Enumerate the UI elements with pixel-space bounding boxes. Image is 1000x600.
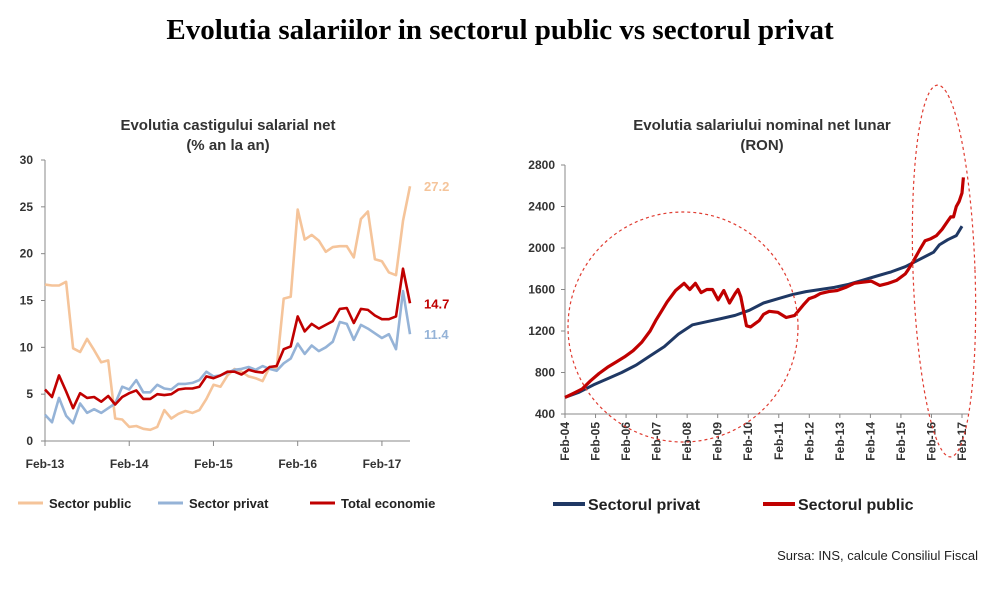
- legend-label: Sectorul privat: [588, 497, 701, 514]
- y-tick-label: 30: [20, 153, 34, 167]
- x-tick-label: Feb-14: [110, 457, 149, 471]
- right-chart: Evolutia salariului nominal net lunar (RO…: [528, 84, 977, 514]
- x-tick-label: Feb-09: [711, 422, 725, 461]
- y-tick-label: 20: [20, 247, 34, 261]
- y-tick-label: 800: [535, 366, 555, 380]
- legend-label: Sector privat: [189, 496, 269, 511]
- y-tick-label: 5: [26, 387, 33, 401]
- y-tick-label: 400: [535, 407, 555, 421]
- y-tick-label: 25: [20, 200, 34, 214]
- series-line-sector-public: [44, 185, 412, 432]
- y-tick-label: 2800: [528, 158, 555, 172]
- x-tick-label: Feb-17: [955, 422, 969, 461]
- highlight-circle: [567, 211, 799, 443]
- x-tick-label: Feb-07: [650, 422, 664, 461]
- legend-label: Sector public: [49, 496, 131, 511]
- chart-title: Evolutia salariului nominal net lunar: [633, 117, 891, 134]
- page-title: Evolutia salariilor in sectorul public v…: [166, 14, 834, 46]
- y-tick-label: 2400: [528, 200, 555, 214]
- legend-label: Sectorul public: [798, 497, 914, 514]
- x-tick-label: Feb-12: [802, 422, 816, 461]
- x-tick-label: Feb-06: [619, 422, 633, 461]
- end-label: 11.4: [424, 327, 449, 342]
- x-tick-label: Feb-13: [26, 457, 65, 471]
- x-tick-label: Feb-13: [833, 422, 847, 461]
- end-label: 14.7: [424, 296, 449, 311]
- series-line-sector-privat: [44, 289, 412, 425]
- x-tick-label: Feb-14: [863, 422, 877, 461]
- y-tick-label: 2000: [528, 241, 555, 255]
- chart-subtitle: (% an la an): [186, 137, 269, 154]
- chart-subtitle: (RON): [740, 137, 783, 154]
- left-chart: Evolutia castigului salarial net (% an la…: [18, 117, 449, 511]
- source-note: Sursa: INS, calcule Consiliul Fiscal: [777, 548, 978, 563]
- series-line-sectorul-privat: [564, 225, 964, 399]
- y-tick-label: 0: [26, 434, 33, 448]
- x-tick-label: Feb-15: [894, 422, 908, 461]
- y-tick-label: 1200: [528, 324, 555, 338]
- x-tick-label: Feb-16: [278, 457, 317, 471]
- x-tick-label: Feb-11: [772, 422, 786, 460]
- end-label: 27.2: [424, 179, 449, 194]
- chart-title: Evolutia castigului salarial net: [120, 117, 335, 134]
- y-tick-label: 10: [20, 340, 34, 354]
- x-tick-label: Feb-08: [680, 422, 694, 461]
- x-tick-label: Feb-04: [558, 422, 572, 461]
- x-tick-label: Feb-16: [925, 422, 939, 461]
- x-tick-label: Feb-05: [589, 422, 603, 461]
- y-tick-label: 15: [20, 294, 34, 308]
- y-tick-label: 1600: [528, 283, 555, 297]
- x-tick-label: Feb-17: [363, 457, 402, 471]
- series-line-total-economie: [44, 267, 412, 410]
- series-line-sectorul-public: [564, 177, 965, 399]
- legend-label: Total economie: [341, 496, 435, 511]
- x-tick-label: Feb-10: [741, 422, 755, 461]
- x-tick-label: Feb-15: [194, 457, 233, 471]
- highlight-ellipse: [911, 84, 977, 458]
